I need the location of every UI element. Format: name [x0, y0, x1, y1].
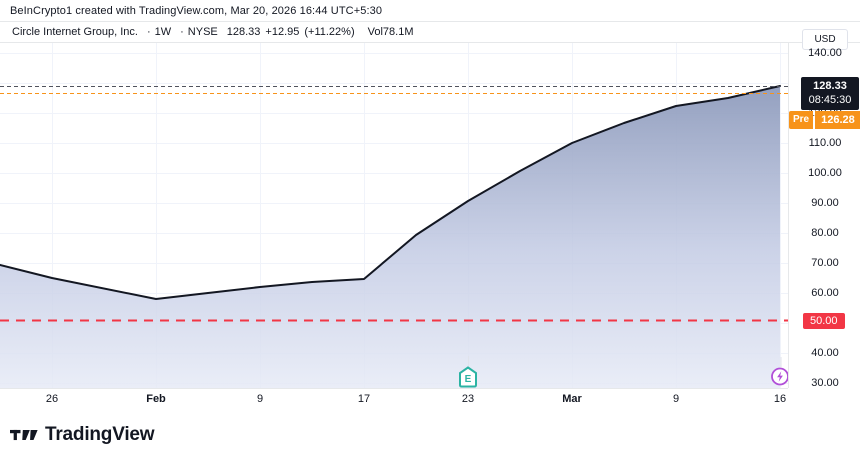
time-tick-7: 16 — [773, 393, 787, 405]
price-tick-100: 100.00 — [808, 167, 842, 179]
time-axis[interactable]: 26 Feb 9 17 23 Mar 9 16 — [0, 388, 788, 410]
price-tick-80: 80.00 — [811, 227, 839, 239]
price-axis[interactable]: USD 140.00 130.00 120.00 110.00 100.00 9… — [788, 29, 860, 389]
time-tick-5: Mar — [562, 393, 582, 405]
time-tick-4: 23 — [461, 393, 475, 405]
earnings-marker-tick — [468, 356, 469, 366]
legend-change-percent: (+11.22%) — [304, 26, 355, 38]
price-tick-90: 90.00 — [811, 197, 839, 209]
pre-market-price: 126.28 — [815, 111, 860, 129]
time-tick-3: 17 — [357, 393, 371, 405]
legend-separator-1: · — [146, 26, 151, 38]
chart-area: E USD 140.00 130.00 120.00 110.00 100.00… — [0, 29, 860, 410]
time-tick-1: Feb — [146, 393, 166, 405]
legend-separator-2: · — [180, 26, 184, 38]
tradingview-mark-icon — [10, 429, 38, 440]
currency-badge[interactable]: USD — [802, 29, 848, 50]
footer: TradingView — [0, 410, 860, 459]
time-tick-6: 9 — [672, 393, 680, 405]
price-series-svg — [0, 43, 788, 388]
time-tick-0: 26 — [45, 393, 59, 405]
last-price-time: 08:45:30 — [808, 94, 852, 106]
price-area-fill — [0, 86, 780, 388]
last-price-tag[interactable]: 128.33 08:45:30 — [801, 77, 859, 110]
tradingview-logo[interactable]: TradingView — [10, 423, 155, 446]
time-tick-2: 9 — [256, 393, 264, 405]
symbol-legend-bar[interactable]: Circle Internet Group, Inc. · 1W · NYSE … — [0, 21, 860, 43]
earnings-badge-icon: E — [459, 366, 477, 388]
price-tick-40: 40.00 — [811, 347, 839, 359]
price-tick-110: 110.00 — [808, 137, 842, 149]
price-tick-140: 140.00 — [808, 47, 842, 59]
price-level-tag-50[interactable]: 50.00 — [803, 313, 845, 329]
price-plot[interactable]: E — [0, 43, 788, 388]
pre-market-tag[interactable]: Pre 126.28 — [789, 111, 860, 129]
dividend-marker-tick — [780, 357, 781, 367]
lightning-bolt-icon — [771, 367, 788, 386]
attribution-text: BeInCrypto1 created with TradingView.com… — [10, 4, 383, 17]
symbol-name[interactable]: Circle Internet Group, Inc. — [12, 26, 138, 38]
tradingview-wordmark: TradingView — [45, 423, 155, 445]
price-line — [0, 85, 781, 300]
price-tick-60: 60.00 — [811, 287, 839, 299]
dividend-marker[interactable] — [771, 357, 788, 386]
pre-market-label: Pre — [789, 111, 814, 129]
earnings-marker[interactable]: E — [458, 356, 478, 388]
svg-text:E: E — [465, 374, 472, 385]
price-tick-30: 30.00 — [811, 377, 839, 389]
legend-last-price: 128.33 — [226, 26, 261, 38]
legend-volume: Vol78.1M — [367, 26, 414, 38]
price-tick-70: 70.00 — [811, 257, 839, 269]
last-price-value: 128.33 — [813, 80, 847, 92]
interval-label[interactable]: 1W — [154, 26, 172, 38]
legend-change-absolute: +12.95 — [265, 26, 300, 38]
exchange-label: NYSE — [187, 26, 218, 38]
